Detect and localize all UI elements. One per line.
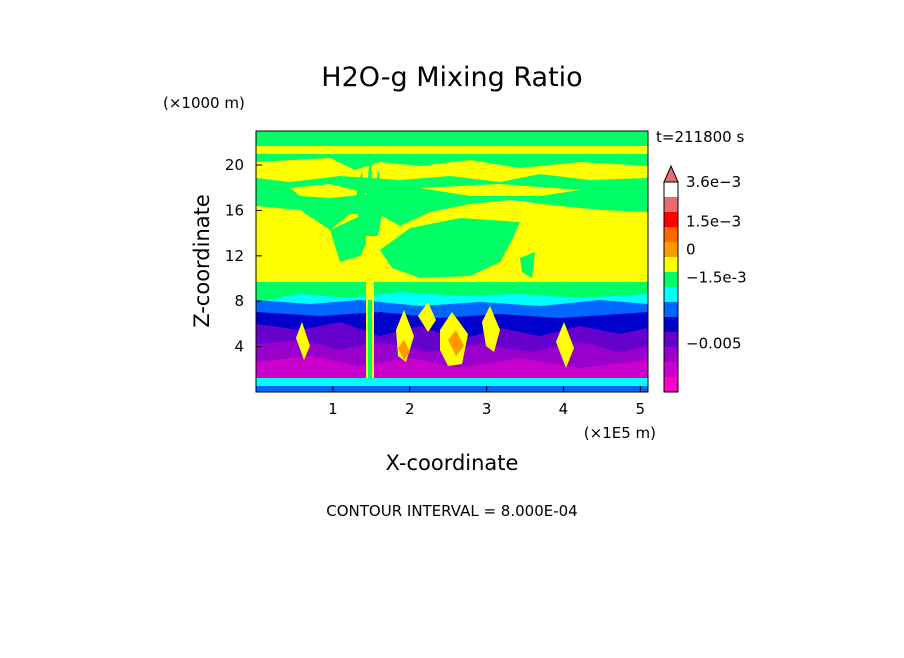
green-transition-band — [256, 282, 648, 298]
x-tick-label: 1 — [328, 400, 338, 418]
plume-far-right — [418, 302, 436, 332]
contour-interval-text: CONTOUR INTERVAL = 8.000E-04 — [326, 502, 577, 520]
plume-orange-1 — [398, 340, 410, 360]
colorbar-tick-label: 0 — [686, 241, 696, 259]
y-tick-label: 16 — [225, 201, 244, 219]
x-axis-label: X-coordinate — [386, 451, 519, 475]
colorbar-swatch — [664, 287, 678, 302]
colorbar-swatch — [664, 257, 678, 272]
x-tick-label: 5 — [636, 400, 646, 418]
contour-field — [256, 131, 648, 392]
updraft-core — [368, 300, 372, 392]
colorbar-tick-label: 3.6e−3 — [686, 173, 741, 191]
green-pocket-middle — [380, 218, 520, 278]
colorbar-swatch — [664, 362, 678, 377]
y-axis-label: Z-coordinate — [190, 194, 214, 328]
colorbar: 3.6e−3 1.5e−3 0 −1.5e-3 −0.005 — [663, 164, 747, 393]
plume-orange-2 — [448, 330, 464, 356]
green-pocket-right — [520, 252, 535, 278]
colorbar-swatch — [664, 197, 678, 212]
surface-band-blue — [256, 386, 648, 392]
colorbar-swatch — [664, 347, 678, 362]
colorbar-swatch — [664, 242, 678, 257]
colorbar-swatch — [664, 272, 678, 287]
time-label: t=211800 s — [656, 128, 744, 146]
x-tick-label: 4 — [559, 400, 569, 418]
plot-frame — [255, 130, 649, 393]
surface-band-cyan — [256, 378, 648, 386]
colorbar-swatch — [664, 302, 678, 317]
colorbar-tick-label: 1.5e−3 — [686, 212, 741, 230]
colorbar-swatch — [664, 227, 678, 242]
colorbar-tick-label: −0.005 — [686, 334, 742, 352]
x-axis-ticks: 1 2 3 4 5 — [328, 386, 645, 418]
strat-band-yellow-mid — [420, 184, 580, 196]
y-tick-label: 4 — [234, 338, 244, 356]
colorbar-swatch — [664, 332, 678, 347]
y-tick-label: 12 — [225, 247, 244, 265]
colorbar-swatch — [664, 317, 678, 332]
x-unit-label: (×1E5 m) — [584, 424, 656, 442]
colorbar-swatch — [664, 377, 678, 392]
strat-band-yellow-upper — [290, 184, 370, 198]
y-tick-label: 20 — [225, 156, 244, 174]
x-tick-label: 3 — [482, 400, 492, 418]
colorbar-frame — [663, 181, 679, 393]
y-axis-ticks: 4 8 12 16 20 — [225, 156, 262, 356]
strat-band-yellow — [256, 146, 648, 154]
y-tick-label: 8 — [234, 292, 244, 310]
colorbar-tick-label: −1.5e-3 — [686, 269, 747, 287]
y-unit-label: (×1000 m) — [163, 94, 245, 112]
plume-left — [296, 322, 310, 360]
plume-right — [556, 322, 574, 368]
strat-band-yellow-wavy — [256, 158, 648, 182]
colorbar-swatch — [664, 212, 678, 227]
colorbar-extend-arrow — [663, 164, 679, 183]
chart-title: H2O-g Mixing Ratio — [321, 62, 582, 93]
plume-center-right — [482, 306, 500, 352]
x-tick-label: 2 — [405, 400, 415, 418]
updraft-spikes — [356, 150, 384, 236]
